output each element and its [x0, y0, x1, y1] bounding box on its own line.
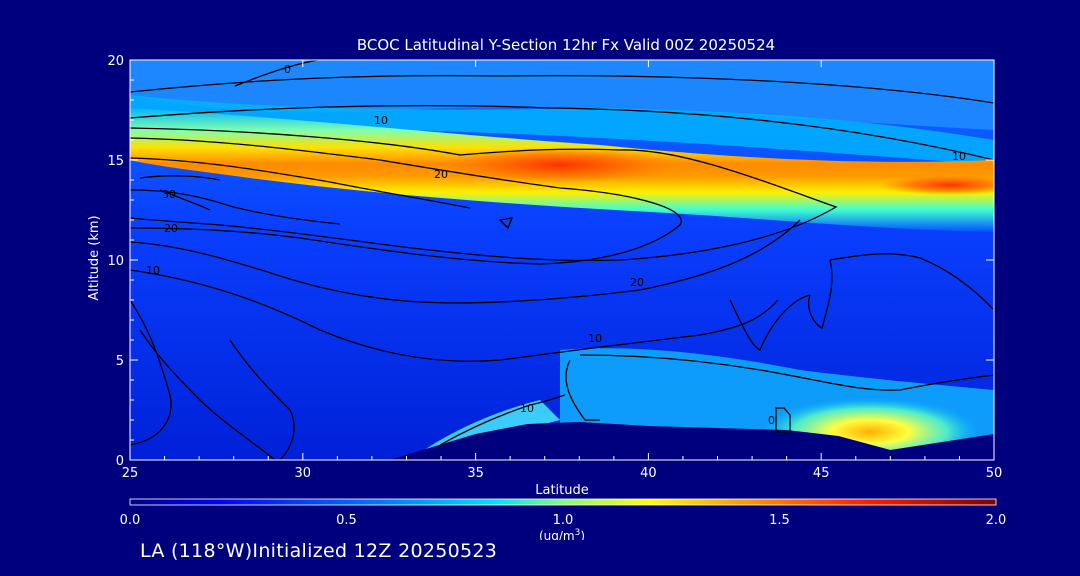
y-axis-label: Altitude (km) — [87, 215, 102, 300]
x-tick-label: 25 — [122, 466, 139, 481]
x-tick-label: 30 — [295, 466, 312, 481]
upper-cyan-layer — [130, 95, 994, 165]
contour-line — [130, 299, 172, 446]
contour-lines — [130, 60, 994, 460]
y-tick-label: 0 — [116, 454, 124, 469]
contour-line — [729, 294, 811, 351]
contour-line — [229, 339, 295, 460]
contour-line — [498, 217, 514, 230]
terrain-mask — [389, 422, 994, 460]
colorbar-unit: (ug/m3) — [539, 528, 585, 540]
colorbar-tick-label: 1.5 — [769, 513, 790, 528]
contour-line — [130, 219, 801, 304]
contour-labels: 0 10 10 20 30 20 10 20 10 10 0 — [146, 63, 966, 427]
contour-line — [775, 407, 791, 433]
hotspot-east — [880, 175, 994, 195]
cross-section-chart: BCOC Latitudinal Y-Section 12hr Fx Valid… — [87, 36, 1007, 540]
contour-line — [130, 137, 682, 265]
x-tick-label: 50 — [986, 466, 1003, 481]
contour-line — [130, 269, 779, 362]
x-axis: 25 30 35 40 45 50 — [122, 60, 1003, 481]
contour-line — [130, 104, 994, 161]
y-tick-label: 20 — [107, 54, 124, 69]
x-tick-label: 40 — [640, 466, 657, 481]
y-axis: 0 5 10 15 20 — [107, 54, 994, 469]
contour-line — [439, 394, 566, 446]
contour-line — [139, 329, 276, 460]
chart-title: BCOC Latitudinal Y-Section 12hr Fx Valid… — [357, 36, 775, 54]
contour-line — [139, 175, 221, 181]
contour-label: 10 — [520, 402, 534, 415]
contour-label: 10 — [146, 264, 160, 277]
contour-label: 20 — [630, 276, 644, 289]
colorbar-ticks: 0.0 0.5 1.0 1.5 2.0 — [120, 513, 1007, 528]
contour-label: 10 — [588, 332, 602, 345]
x-tick-label: 45 — [813, 466, 830, 481]
colorbar-tick-label: 1.0 — [553, 513, 574, 528]
x-tick-label: 35 — [467, 466, 484, 481]
colorbar-tick-label: 0.0 — [120, 513, 141, 528]
y-tick-label: 10 — [107, 254, 124, 269]
colorbar — [129, 498, 997, 506]
hotspot-core — [440, 147, 680, 183]
contour-line — [565, 359, 600, 421]
contour-label: 0 — [768, 414, 775, 427]
contour-line — [130, 74, 994, 104]
contour-line — [829, 253, 994, 311]
contour-label: 20 — [164, 222, 178, 235]
initialization-footer: LA (118°W)Initialized 12Z 20250523 — [140, 540, 498, 562]
contour-label: 10 — [952, 150, 966, 163]
contour-label: 0 — [284, 63, 291, 76]
contour-line — [808, 259, 833, 329]
contour-label: 10 — [374, 114, 388, 127]
colorbar-tick-label: 2.0 — [986, 513, 1007, 528]
colorbar-tick-label: 0.5 — [336, 513, 357, 528]
y-tick-label: 5 — [116, 354, 124, 369]
contour-line — [130, 127, 838, 262]
x-axis-label: Latitude — [535, 483, 589, 498]
plot-area: 0 10 10 20 30 20 10 20 10 10 0 — [130, 60, 994, 460]
contour-line — [159, 189, 211, 211]
contour-label: 20 — [434, 168, 448, 181]
y-tick-label: 15 — [107, 154, 124, 169]
contour-label: 30 — [162, 188, 176, 201]
contour-line — [579, 354, 994, 391]
contour-line — [130, 157, 471, 209]
